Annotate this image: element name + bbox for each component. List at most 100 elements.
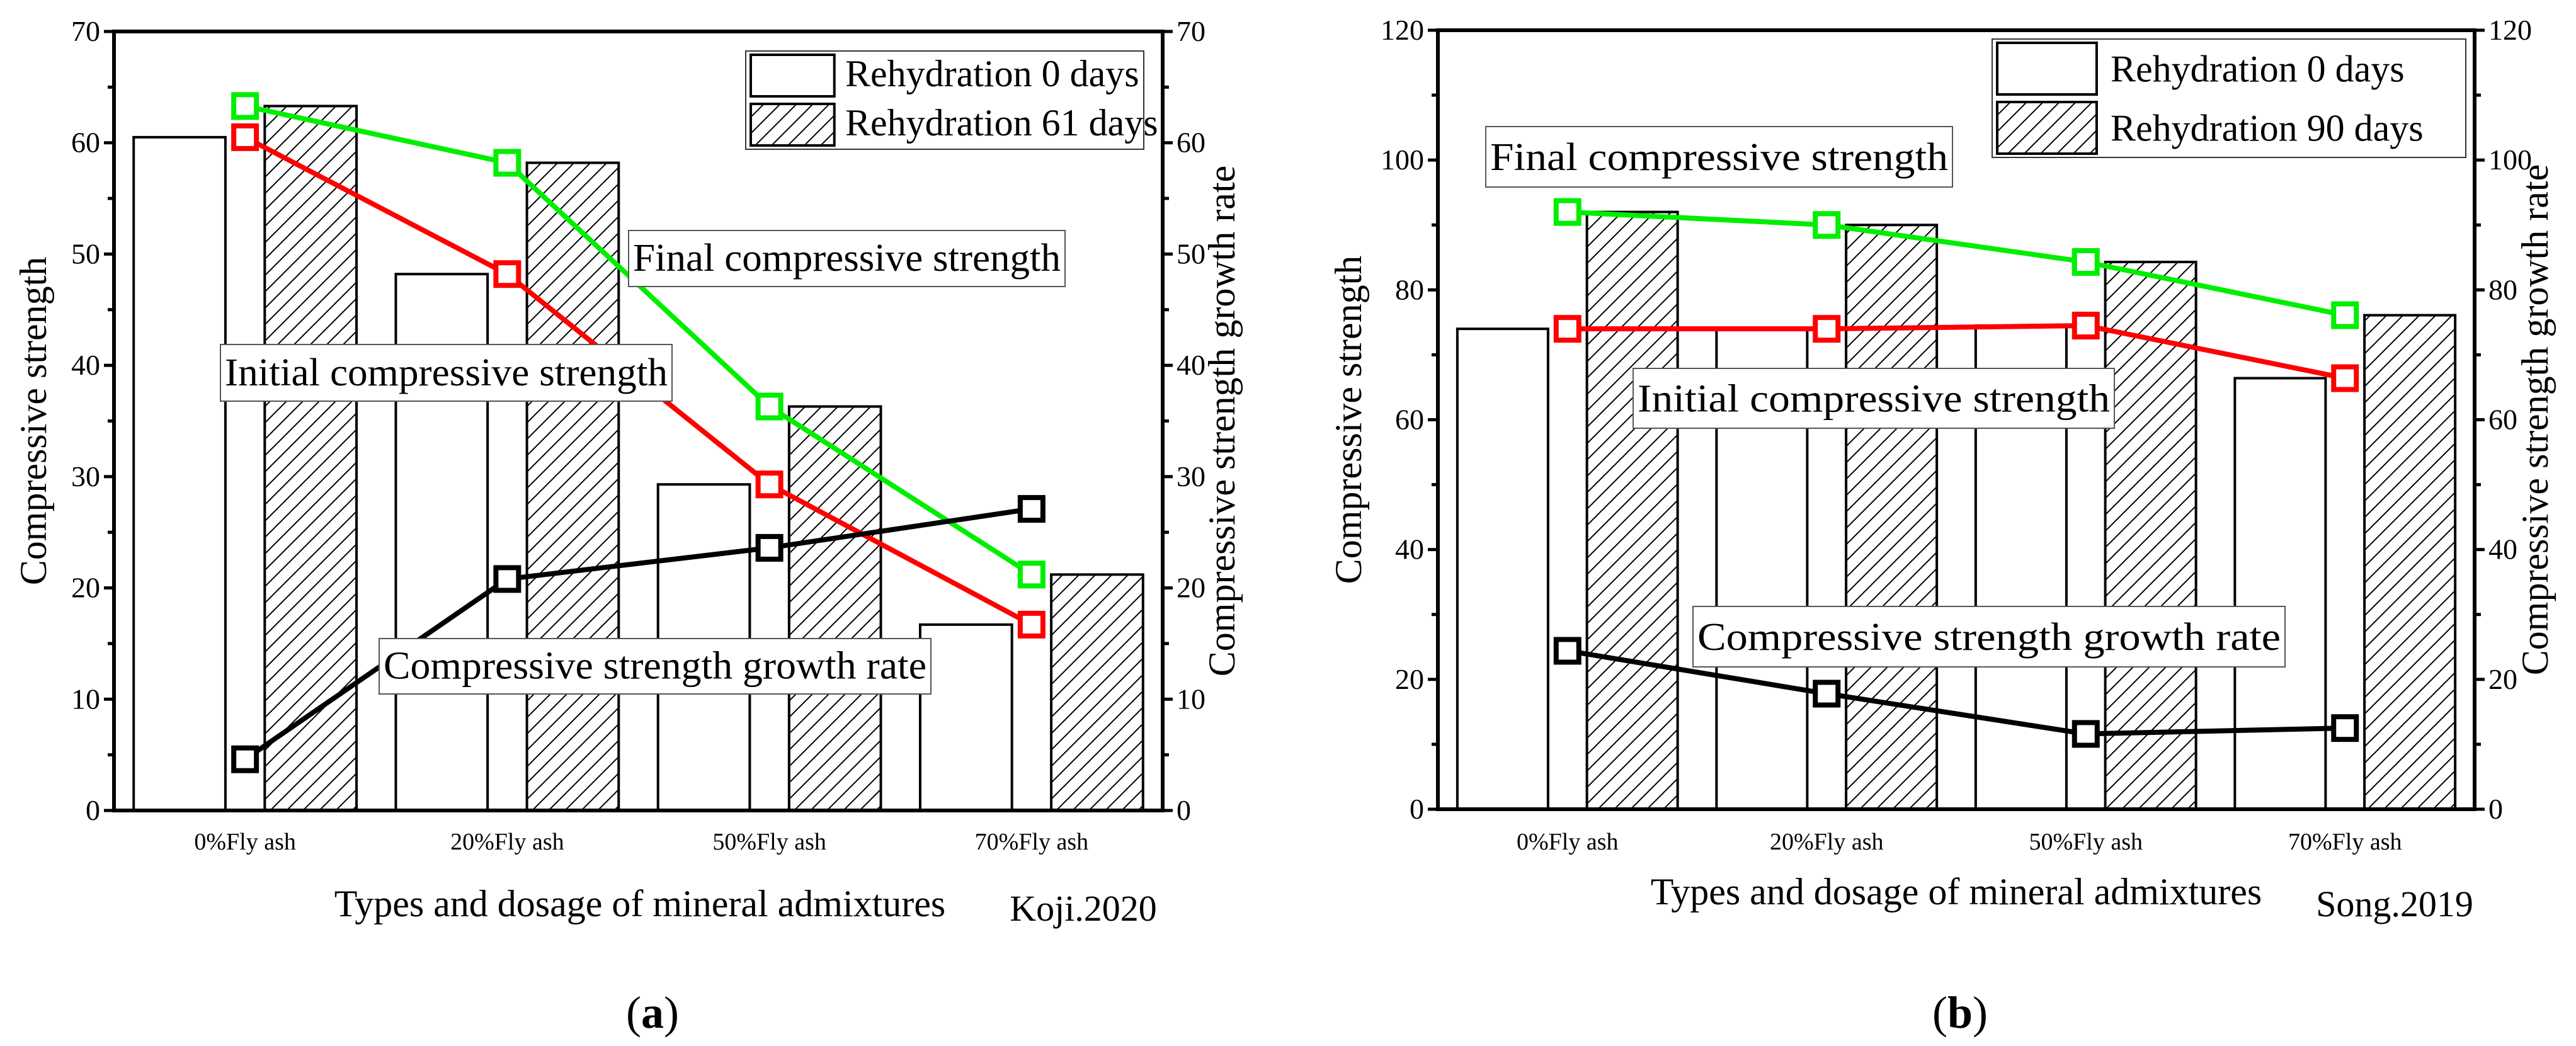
data-point-final: [1813, 211, 1841, 239]
y-tick-label: 40: [71, 349, 100, 381]
y-axis-title: Compressive strength: [13, 257, 54, 586]
x-tick-label: 50%Fly ash: [712, 829, 826, 855]
y2-tick-label: 0: [2488, 793, 2503, 825]
annotation-box: [1485, 126, 1953, 188]
y-tick-label: 30: [71, 460, 100, 492]
bar-rehydration-final: [263, 105, 358, 812]
x-axis-title: Types and dosage of mineral admixtures: [334, 883, 946, 924]
data-point-growth: [2072, 720, 2100, 748]
annotation-box: [220, 344, 673, 402]
chart-panel-b: 0 0 20 20 40 40 60 60 80 80 100 100 120 120 0%Fly ash 2…: [1328, 14, 2556, 1038]
y-tick-label: 70: [71, 15, 100, 47]
legend-label: Rehydration 61 days: [845, 102, 1158, 144]
panel-paren-close: ): [1973, 987, 1988, 1038]
data-point-initial: [755, 470, 784, 499]
y2-tick-label: 70: [1177, 15, 1205, 47]
y-tick-label: 120: [1381, 14, 1424, 46]
y-tick-label: 40: [1395, 533, 1424, 566]
annotation-box: [1692, 606, 2286, 668]
x-tick-label: 70%Fly ash: [975, 829, 1089, 855]
series-line-initial: [1567, 323, 2346, 381]
y2-tick-label: 100: [2488, 144, 2532, 176]
legend-swatch: [749, 103, 836, 147]
x-tick-label: 0%Fly ash: [1517, 829, 1619, 855]
x-axis-title: Types and dosage of mineral admixtures: [1651, 871, 2262, 912]
bar-rehydration-0-days: [1456, 327, 1549, 810]
data-point-growth: [1813, 679, 1841, 708]
y-tick-label: 20: [1395, 663, 1424, 695]
data-point-initial: [1553, 315, 1582, 343]
legend-label: Rehydration 90 days: [2111, 108, 2424, 149]
chart-panel-a: 0 0 10 10 20 20 30 30 40 40 50 50 60 60 70 70 0%Fly ash 2…: [13, 15, 1243, 1038]
data-point-initial: [493, 260, 521, 288]
data-point-growth: [755, 533, 784, 562]
data-point-final: [493, 149, 521, 177]
annotation-box: [628, 230, 1066, 287]
y2-tick-label: 50: [1177, 237, 1205, 270]
y-tick-label: 80: [1395, 273, 1424, 305]
y-tick-label: 0: [1410, 793, 1424, 825]
bar-rehydration-final: [525, 161, 620, 812]
y2-tick-label: 40: [1177, 349, 1205, 381]
series-line-final: [244, 103, 1034, 577]
data-point-growth: [493, 565, 521, 593]
panel-paren-open: (: [1932, 987, 1947, 1038]
panel-paren-close: ): [664, 987, 679, 1038]
x-tick-label: 70%Fly ash: [2288, 829, 2402, 855]
panel-letter: a: [641, 987, 664, 1038]
y2-tick-label: 20: [1177, 572, 1205, 604]
annotation-box: [1633, 368, 2115, 429]
panel-label: (a): [626, 987, 679, 1038]
y2-tick-label: 120: [2488, 14, 2532, 46]
data-point-growth: [2331, 714, 2359, 742]
legend-swatch: [1996, 101, 2098, 155]
annotation-label: Final compressive strength: [1490, 136, 1948, 179]
data-point-initial: [1017, 610, 1046, 639]
data-point-final: [2072, 248, 2100, 276]
data-point-growth: [1017, 495, 1046, 523]
annotation-label: Compressive strength growth rate: [384, 644, 926, 687]
y-tick-label: 60: [71, 127, 100, 159]
source-label: Song.2019: [2316, 884, 2473, 924]
x-tick-label: 20%Fly ash: [450, 829, 564, 855]
y2-tick-label: 60: [2488, 404, 2517, 436]
bar-rehydration-final: [1585, 210, 1679, 810]
series-line-growth: [243, 506, 1032, 762]
panel-paren-open: (: [626, 987, 641, 1038]
data-point-final: [755, 392, 784, 421]
source-label: Koji.2020: [1010, 888, 1157, 929]
y-tick-label: 60: [1395, 404, 1424, 436]
y-tick-label: 100: [1381, 144, 1424, 176]
y2-tick-label: 80: [2488, 273, 2517, 305]
y-tick-label: 10: [71, 683, 100, 715]
y2-tick-label: 30: [1177, 460, 1205, 492]
y-tick-label: 20: [71, 572, 100, 604]
y-tick-label: 50: [71, 237, 100, 270]
y-tick-label: 0: [86, 794, 100, 826]
y2-tick-label: 20: [2488, 663, 2517, 695]
series-line-final: [1567, 209, 2346, 318]
data-point-growth: [231, 745, 259, 773]
bar-rehydration-0-days: [2233, 377, 2327, 810]
data-point-initial: [1813, 315, 1841, 343]
data-point-initial: [2072, 312, 2100, 340]
legend-label: Rehydration 0 days: [2111, 48, 2405, 90]
y2-tick-label: 10: [1177, 683, 1205, 715]
annotation-label: Final compressive strength: [633, 237, 1061, 280]
y2-tick-label: 40: [2488, 533, 2517, 566]
data-point-growth: [1553, 637, 1582, 665]
legend-swatch: [749, 54, 836, 98]
bar-rehydration-final: [1845, 224, 1939, 810]
y2-tick-label: 0: [1177, 794, 1191, 826]
y2-tick-label: 60: [1177, 127, 1205, 159]
data-point-final: [231, 92, 259, 120]
annotation-label: Compressive strength growth rate: [1697, 616, 2281, 659]
x-tick-label: 50%Fly ash: [2029, 829, 2143, 855]
x-tick-label: 0%Fly ash: [194, 829, 296, 855]
bar-rehydration-final: [2363, 314, 2457, 810]
bar-rehydration-0-days: [918, 623, 1013, 812]
panel-label: (b): [1932, 987, 1988, 1038]
y2-axis-title: Compressive strength growth rate: [1201, 166, 1243, 677]
bar-rehydration-final: [1050, 573, 1144, 812]
